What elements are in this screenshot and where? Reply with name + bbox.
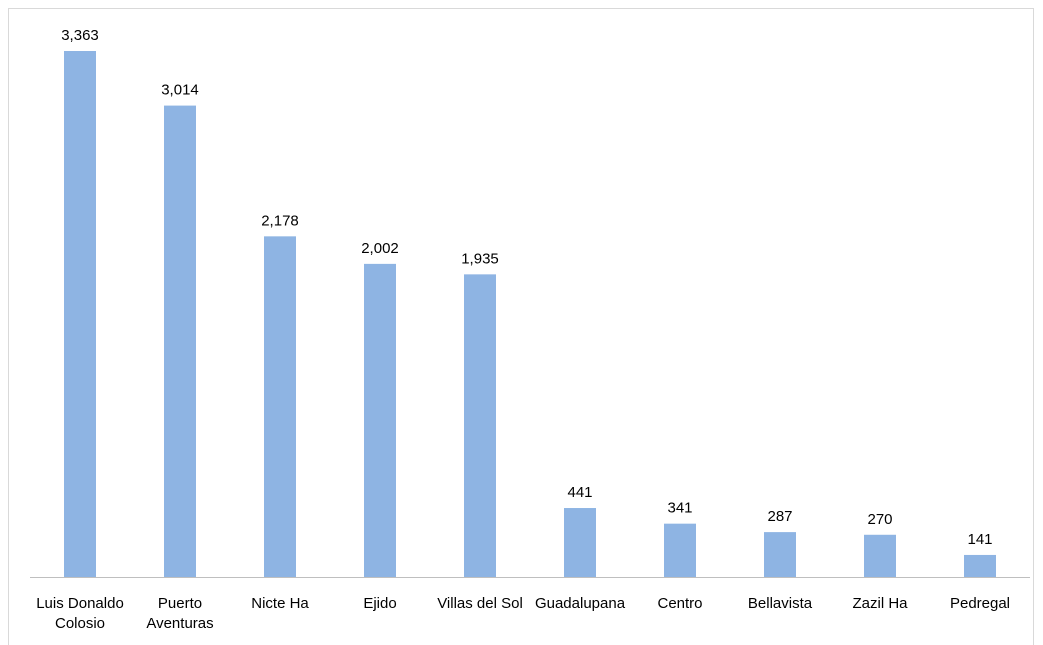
category-label-line: Ejido	[363, 595, 396, 612]
category-label-10: Pedregal	[950, 595, 1010, 612]
data-label-3: 2,178	[261, 212, 299, 229]
bar-9	[864, 534, 896, 577]
bar-6	[564, 508, 596, 577]
category-label-line: Colosio	[55, 615, 105, 632]
data-label-2: 3,014	[161, 82, 199, 99]
bars-layer	[64, 51, 996, 578]
data-label-8: 287	[767, 508, 792, 525]
data-label-9: 270	[867, 511, 892, 528]
category-label-2: Puerto Aventuras	[146, 595, 213, 632]
bar-7	[664, 523, 696, 577]
bar-3	[264, 236, 296, 577]
category-label-7: Centro	[657, 595, 702, 612]
bar-5	[464, 274, 496, 577]
category-label-5: Villas del Sol	[437, 595, 523, 612]
category-label-line: Villas del Sol	[437, 595, 523, 612]
category-label-8: Bellavista	[748, 595, 813, 612]
category-label-line: Nicte Ha	[251, 595, 309, 612]
data-label-10: 141	[967, 531, 992, 548]
category-label-1: Luis Donaldo Colosio	[36, 595, 124, 632]
data-label-6: 441	[567, 484, 592, 501]
chart-frame	[8, 8, 1034, 645]
category-label-line: Bellavista	[748, 595, 813, 612]
data-labels-layer: 3,363 3,014 2,178 2,002 1,935 441 341 287 270 141	[61, 27, 992, 548]
bar-8	[764, 532, 796, 577]
category-label-9: Zazil Ha	[852, 595, 908, 612]
category-label-6: Guadalupana	[535, 595, 626, 612]
category-label-3: Nicte Ha	[251, 595, 309, 612]
data-label-1: 3,363	[61, 27, 99, 44]
bar-10	[964, 554, 996, 577]
category-label-line: Luis Donaldo	[36, 595, 124, 612]
data-label-7: 341	[667, 500, 692, 517]
category-label-4: Ejido	[363, 595, 396, 612]
bar-1	[64, 51, 96, 577]
category-label-line: Puerto	[158, 595, 202, 612]
bar-4	[364, 263, 396, 577]
data-label-4: 2,002	[361, 240, 399, 257]
data-label-5: 1,935	[461, 250, 499, 267]
bar-2	[164, 105, 196, 578]
category-label-line: Guadalupana	[535, 595, 626, 612]
category-label-line: Zazil Ha	[852, 595, 908, 612]
category-label-line: Pedregal	[950, 595, 1010, 612]
category-label-line: Centro	[657, 595, 702, 612]
category-labels-layer: Luis Donaldo Colosio Puerto Aventuras Nicte …	[36, 595, 1010, 632]
category-label-line: Aventuras	[146, 615, 213, 632]
